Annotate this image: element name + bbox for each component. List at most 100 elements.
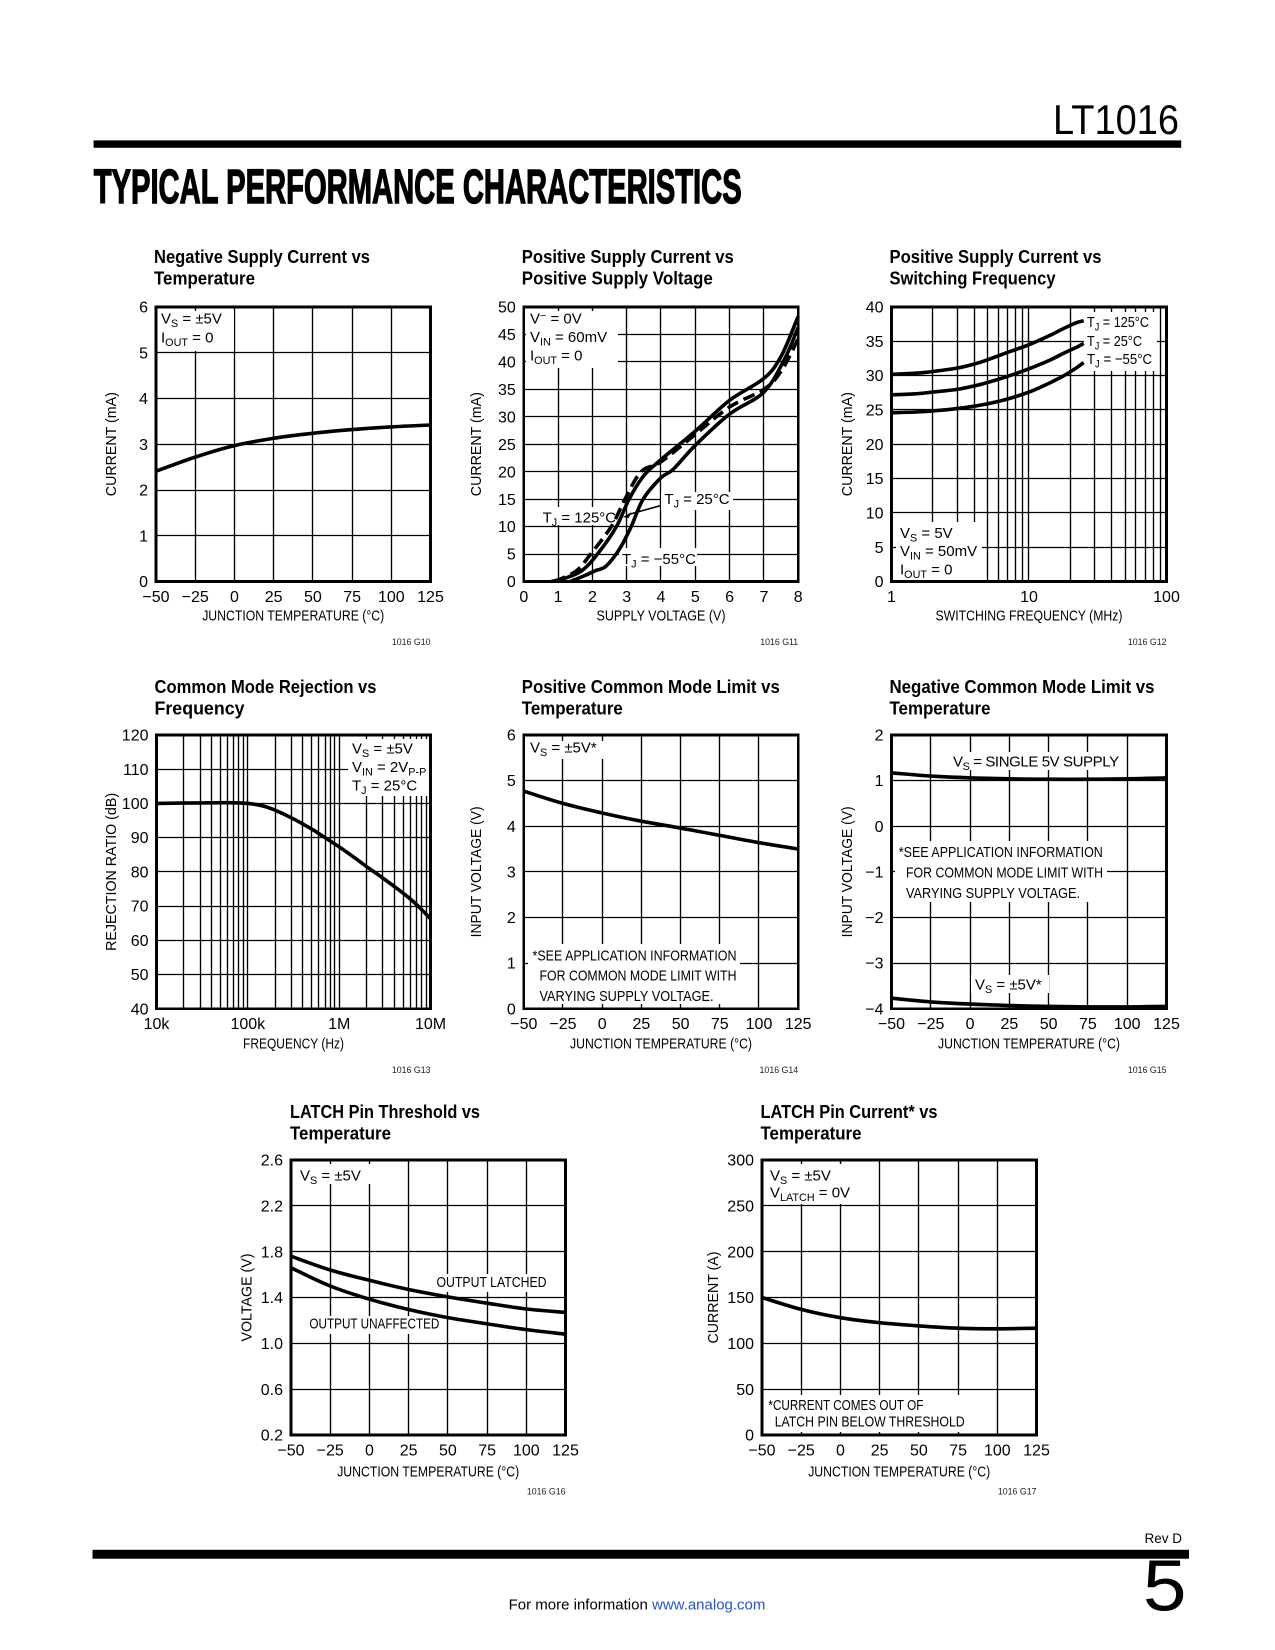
svg-text:100: 100 [378,589,405,606]
svg-text:VS​ = ±5V*: VS​ = ±5V* [530,740,597,760]
svg-text:25: 25 [871,1443,889,1460]
svg-text:3: 3 [622,589,631,606]
svg-text:VARYING SUPPLY VOLTAGE.: VARYING SUPPLY VOLTAGE. [540,988,714,1005]
svg-text:80: 80 [131,865,149,882]
svg-text:30: 30 [498,409,516,426]
svg-text:V−​ = 0V: V−​ = 0V [530,310,582,328]
svg-text:5: 5 [875,540,884,557]
svg-text:Positive Supply Current vs: Positive Supply Current vs [890,247,1102,267]
svg-text:4: 4 [507,819,516,836]
svg-text:1016 G10: 1016 G10 [392,637,431,647]
svg-text:CURRENT (mA): CURRENT (mA) [103,392,120,496]
svg-text:TJ​ = −55°C: TJ​ = −55°C [622,551,696,571]
svg-text:LATCH Pin Current* vs: LATCH Pin Current* vs [761,1102,938,1122]
svg-text:1: 1 [887,589,896,606]
svg-text:6: 6 [725,589,734,606]
svg-text:IOUT​ = 0: IOUT​ = 0 [161,329,213,349]
svg-text:2: 2 [588,589,597,606]
svg-text:100: 100 [984,1443,1011,1460]
svg-text:0: 0 [966,1016,975,1033]
svg-text:25: 25 [866,403,884,420]
svg-text:INPUT VOLTAGE (V): INPUT VOLTAGE (V) [839,806,856,937]
svg-text:TJ​ = 125°C: TJ​ = 125°C [543,510,617,530]
svg-text:5: 5 [1143,1547,1187,1627]
svg-text:0: 0 [875,819,884,836]
svg-text:0: 0 [745,1428,754,1445]
svg-text:60: 60 [131,933,149,950]
svg-text:Temperature: Temperature [290,1123,391,1143]
svg-text:−4: −4 [865,1001,883,1018]
svg-text:0: 0 [365,1443,374,1460]
svg-text:0: 0 [507,1001,516,1018]
svg-text:−25: −25 [917,1016,944,1033]
svg-text:2: 2 [507,910,516,927]
svg-text:VS​ = 5V: VS​ = 5V [900,525,953,545]
svg-text:JUNCTION TEMPERATURE (°C): JUNCTION TEMPERATURE (°C) [570,1035,752,1052]
svg-text:5: 5 [507,773,516,790]
svg-text:Positive Supply Voltage: Positive Supply Voltage [522,268,713,288]
svg-text:5: 5 [507,547,516,564]
svg-text:−25: −25 [317,1443,344,1460]
svg-text:3: 3 [139,437,148,454]
svg-text:Temperature: Temperature [890,698,991,718]
svg-text:1: 1 [139,528,148,545]
svg-text:Temperature: Temperature [761,1123,862,1143]
svg-text:25: 25 [265,589,283,606]
svg-text:125: 125 [417,589,444,606]
svg-text:0: 0 [598,1016,607,1033]
svg-text:VS​ = ±5V: VS​ = ±5V [770,1167,831,1187]
svg-text:5: 5 [691,589,700,606]
svg-text:125: 125 [1023,1443,1050,1460]
svg-text:1.4: 1.4 [261,1290,283,1307]
svg-text:−50: −50 [510,1016,537,1033]
svg-text:1M: 1M [328,1016,350,1033]
svg-text:50: 50 [1040,1016,1058,1033]
svg-text:TJ​ = 25°C: TJ​ = 25°C [352,777,417,797]
svg-text:−2: −2 [865,910,883,927]
svg-text:70: 70 [131,899,149,916]
svg-text:110: 110 [123,762,149,779]
svg-text:250: 250 [727,1198,754,1215]
svg-text:IOUT​ = 0: IOUT​ = 0 [530,348,582,368]
svg-text:1016 G12: 1016 G12 [1128,637,1167,647]
svg-text:SUPPLY VOLTAGE (V): SUPPLY VOLTAGE (V) [597,607,726,624]
svg-text:50: 50 [131,967,149,984]
svg-text:Switching Frequency: Switching Frequency [890,268,1056,288]
svg-text:1016 G17: 1016 G17 [998,1487,1037,1497]
svg-text:1: 1 [554,589,563,606]
svg-text:*CURRENT COMES OUT OF: *CURRENT COMES OUT OF [768,1397,923,1414]
svg-text:INPUT VOLTAGE (V): INPUT VOLTAGE (V) [468,806,485,937]
svg-text:CURRENT (mA): CURRENT (mA) [468,392,485,496]
svg-text:10: 10 [498,519,516,536]
svg-text:1016 G15: 1016 G15 [1128,1065,1167,1075]
svg-text:VS​ = SINGLE 5V SUPPLY: VS​ = SINGLE 5V SUPPLY [953,754,1119,774]
svg-text:25: 25 [1001,1016,1019,1033]
svg-text:LATCH PIN BELOW THRESHOLD: LATCH PIN BELOW THRESHOLD [775,1414,965,1431]
svg-text:1: 1 [507,956,516,973]
svg-text:100: 100 [122,796,149,813]
svg-text:CURRENT (A): CURRENT (A) [705,1252,722,1344]
svg-text:VIN​ = 60mV: VIN​ = 60mV [530,329,607,349]
svg-text:1016 G16: 1016 G16 [527,1487,566,1497]
svg-text:10k: 10k [144,1016,171,1033]
svg-text:1.0: 1.0 [261,1336,283,1353]
svg-text:0: 0 [507,574,516,591]
svg-text:0.2: 0.2 [261,1428,283,1445]
svg-text:75: 75 [343,589,361,606]
svg-text:10: 10 [866,506,884,523]
svg-text:50: 50 [672,1016,690,1033]
svg-text:40: 40 [866,300,884,317]
svg-text:150: 150 [727,1290,754,1307]
svg-text:7: 7 [759,589,768,606]
svg-text:2.6: 2.6 [261,1153,283,1170]
svg-text:JUNCTION TEMPERATURE (°C): JUNCTION TEMPERATURE (°C) [337,1464,519,1481]
svg-text:−25: −25 [549,1016,576,1033]
svg-text:−50: −50 [748,1443,775,1460]
svg-text:0: 0 [875,574,884,591]
svg-text:125: 125 [785,1016,812,1033]
svg-text:2.2: 2.2 [261,1198,283,1215]
svg-text:Positive Common Mode Limit vs: Positive Common Mode Limit vs [522,677,780,697]
svg-text:JUNCTION TEMPERATURE (°C): JUNCTION TEMPERATURE (°C) [202,607,384,624]
svg-text:50: 50 [304,589,322,606]
svg-text:20: 20 [498,464,516,481]
